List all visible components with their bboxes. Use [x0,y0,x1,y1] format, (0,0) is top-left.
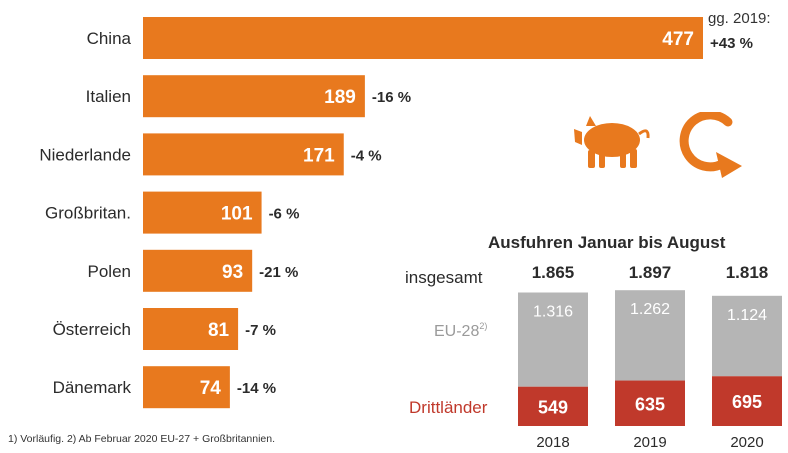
category-label: Italien [86,87,131,106]
bar [143,366,230,409]
change-label: -4 % [351,147,382,164]
legend-drittlaender: Drittländer [409,398,488,417]
eu-value-label: 1.316 [533,304,573,321]
eu-value-label: 1.262 [630,301,670,318]
bar-value-label: 101 [221,204,253,225]
category-label: China [87,29,132,48]
change-header: gg. 2019: [708,10,771,27]
drittlaender-segment [615,380,685,426]
eu-segment [615,290,685,381]
export-stacked-chart: 1.316 549 1.865 2018 1.262 635 1.897 2019 1.124 6… [518,263,782,451]
legend-eu-sup: 2) [479,321,487,331]
country-bar-chart: China 477 +43 % Italien 189 -16 % Niederlande 1… [39,17,753,409]
drittlaender-value-label: 549 [538,397,568,417]
bar [143,191,262,234]
drittlaender-segment [518,386,588,426]
drittlaender-segment [712,376,782,426]
bar-value-label: 93 [222,262,243,283]
category-label: Österreich [53,320,131,339]
footnote: 1) Vorläufig. 2) Ab Februar 2020 EU-27 +… [8,433,276,445]
total-label: 1.897 [629,263,672,282]
year-label: 2020 [730,434,763,451]
change-label: -21 % [259,264,298,281]
category-label: Polen [88,262,131,281]
eu-segment [518,292,588,387]
bar [143,308,239,350]
bar-value-label: 477 [662,29,694,50]
bar [143,249,253,292]
change-label: -16 % [372,89,411,106]
bar-value-label: 171 [303,145,335,166]
legend-eu: EU-282) [434,321,487,340]
eu-segment [712,295,782,377]
year-label: 2019 [633,434,666,451]
bar-value-label: 74 [200,378,222,399]
total-label: 1.818 [726,263,769,282]
change-label: -14 % [237,380,276,397]
bar [143,17,703,59]
right-chart-title: Ausfuhren Januar bis August [488,233,726,252]
total-label: 1.865 [532,263,575,282]
bar [143,133,344,176]
bar-value-label: 81 [208,320,230,341]
bar [143,75,365,118]
category-label: Niederlande [39,145,131,164]
legend-eu-label: EU-28 [434,323,479,340]
change-label: +43 % [710,35,753,52]
eu-value-label: 1.124 [727,307,767,324]
change-label: -7 % [245,322,276,339]
total-row-label: insgesamt [405,268,483,287]
drittlaender-value-label: 695 [732,392,762,412]
pig-icon [574,116,650,168]
drittlaender-value-label: 635 [635,394,665,414]
change-label: -6 % [269,206,300,223]
year-label: 2018 [536,434,569,451]
export-arrow-icon [679,112,742,178]
bar-value-label: 189 [324,87,356,108]
category-label: Großbritan. [45,204,131,223]
category-label: Dänemark [53,378,132,397]
